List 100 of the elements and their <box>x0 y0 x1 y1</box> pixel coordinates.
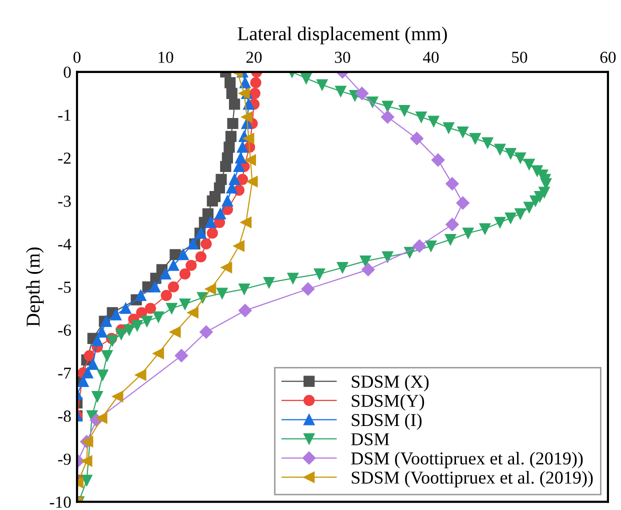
point <box>238 304 252 318</box>
point <box>514 152 526 164</box>
point <box>494 144 506 155</box>
point <box>102 350 113 362</box>
point <box>179 268 191 280</box>
point <box>336 262 348 274</box>
point <box>187 307 198 318</box>
point <box>240 216 252 228</box>
point <box>355 86 369 100</box>
point <box>462 228 474 239</box>
point <box>135 290 146 302</box>
point <box>144 302 156 314</box>
y-tick-label: -4 <box>58 238 72 250</box>
point <box>236 174 248 185</box>
point <box>241 111 252 123</box>
x-tick-label: 30 <box>334 52 350 63</box>
point <box>514 208 526 220</box>
point <box>205 216 216 228</box>
point <box>224 77 236 88</box>
point <box>220 160 232 172</box>
point <box>238 283 250 295</box>
point <box>179 298 191 310</box>
point <box>482 137 494 148</box>
point <box>166 302 178 314</box>
point <box>116 328 127 340</box>
point <box>174 349 188 362</box>
point <box>412 239 426 253</box>
point <box>152 348 164 360</box>
point <box>81 455 92 467</box>
legend-label: SDSM(Y) <box>352 394 424 411</box>
point <box>141 316 152 327</box>
point <box>382 100 394 112</box>
point <box>494 216 506 228</box>
legend-label: SDSM (I) <box>352 413 422 430</box>
y-tick-label: -2 <box>58 152 71 164</box>
legend-label: DSM <box>351 433 390 446</box>
x-axis-title: Lateral displacement (mm) <box>238 26 447 44</box>
x-tick-label: 0 <box>73 52 81 63</box>
y-tick-label: -9 <box>58 454 71 465</box>
point <box>250 77 262 88</box>
y-tick-label: -5 <box>58 282 71 293</box>
y-tick-label: -3 <box>58 196 71 207</box>
point <box>243 132 254 144</box>
point <box>524 202 535 213</box>
point <box>206 195 218 206</box>
point <box>224 142 235 153</box>
point <box>431 153 445 167</box>
point <box>443 122 454 134</box>
point <box>96 326 108 338</box>
point <box>132 320 143 332</box>
point <box>200 238 212 250</box>
point <box>112 390 124 402</box>
point <box>233 240 244 252</box>
point <box>227 118 238 130</box>
legend-label: SDSM (Voottipruex et al. (2019)) <box>352 471 593 488</box>
point <box>152 311 164 323</box>
point <box>168 260 180 271</box>
point <box>244 154 256 166</box>
y-tick-label: 0 <box>64 66 71 78</box>
point <box>87 358 98 370</box>
point <box>470 132 481 144</box>
point <box>316 79 328 90</box>
point <box>236 142 248 153</box>
point <box>120 302 132 314</box>
point <box>168 281 180 292</box>
y-tick-label: -1 <box>58 110 70 121</box>
point <box>381 110 394 124</box>
point <box>222 195 233 206</box>
point <box>425 240 437 252</box>
y-tick-label: -6 <box>58 324 71 336</box>
point <box>206 228 218 239</box>
point <box>249 88 260 99</box>
point <box>428 116 440 127</box>
point <box>240 77 251 88</box>
point <box>398 105 410 116</box>
point <box>82 367 94 378</box>
y-tick-label: -10 <box>50 496 71 508</box>
point <box>410 132 424 146</box>
y-tick-label: -7 <box>58 368 71 379</box>
point <box>300 72 312 84</box>
point <box>263 277 275 288</box>
x-tick-label: 60 <box>600 52 616 63</box>
point <box>444 234 456 246</box>
point <box>524 158 535 170</box>
point <box>228 98 240 110</box>
x-tick-label: 50 <box>512 52 528 63</box>
point <box>226 88 238 99</box>
point <box>246 176 258 188</box>
point <box>301 282 315 296</box>
point <box>170 326 181 338</box>
point <box>228 174 240 185</box>
point <box>238 88 250 99</box>
point <box>335 86 346 97</box>
x-tick-label: 20 <box>246 52 262 63</box>
point <box>287 272 298 284</box>
point <box>170 249 181 260</box>
y-axis-title: Depth (m) <box>26 248 44 327</box>
point <box>216 288 228 299</box>
point <box>149 281 160 292</box>
point <box>92 335 103 346</box>
